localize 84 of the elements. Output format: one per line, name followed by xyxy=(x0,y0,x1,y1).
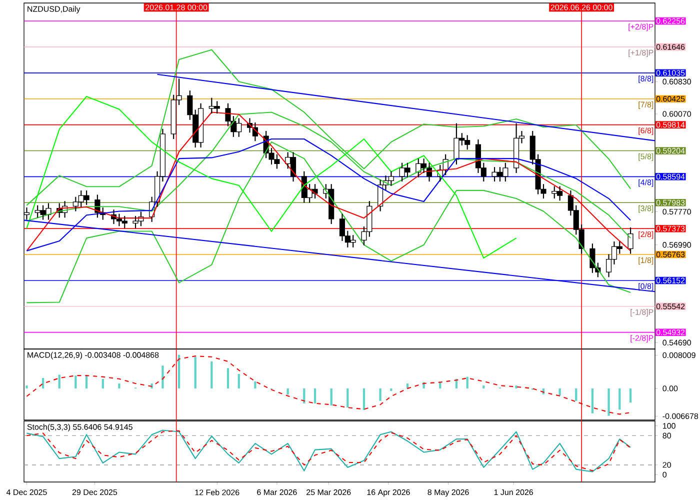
ref-line-label: 2026.06.26 00:00 xyxy=(550,4,612,10)
bar xyxy=(178,354,180,388)
chart-title: NZDUSD,Daily xyxy=(28,6,80,14)
annotation: [-2/8]P xyxy=(630,334,654,342)
bar xyxy=(608,388,610,416)
line-series xyxy=(26,141,632,304)
x-tick-label: 25 Mar 2026 xyxy=(306,489,351,496)
x-tick-label: 6 Mar 2026 xyxy=(257,489,297,496)
ref-line-label: 0.60425 xyxy=(656,96,685,102)
annotation: [-1/8]P xyxy=(630,309,654,317)
bar xyxy=(210,361,213,388)
bar xyxy=(379,388,382,401)
bar xyxy=(85,376,88,388)
annotation: [+1/8]P xyxy=(628,50,654,58)
annotation: [2/8] xyxy=(638,231,654,239)
ref-line-label: 0.58594 xyxy=(656,174,685,180)
y-tick-label: 0.60070 xyxy=(662,111,691,117)
y-tick-label: -0.006678 xyxy=(662,413,698,420)
bar xyxy=(58,374,60,388)
bar xyxy=(466,376,468,388)
bar xyxy=(102,378,104,388)
y-tick-label: 0.60830 xyxy=(662,78,691,84)
annotation: [5/8] xyxy=(638,153,654,161)
bar xyxy=(286,388,289,395)
bar xyxy=(591,388,594,414)
bar xyxy=(26,386,28,388)
ref-line-label: 0.56152 xyxy=(656,278,685,284)
ref-line-label: 0.59814 xyxy=(656,122,685,128)
ref-line-label: 0.55542 xyxy=(656,304,685,310)
y-tick-label: 80 xyxy=(662,432,671,438)
candlestick xyxy=(628,226,634,254)
bar xyxy=(162,366,164,388)
x-tick-label: 16 Apr 2026 xyxy=(367,489,410,497)
y-tick-label: 0.56990 xyxy=(662,242,691,248)
ref-line-label: 0.54932 xyxy=(656,330,685,336)
x-tick-label: 8 May 2026 xyxy=(428,489,469,497)
ref-line-label: 0.62256 xyxy=(656,18,685,24)
ref-line-label: 0.57983 xyxy=(656,200,685,206)
bar xyxy=(42,378,44,388)
chart-title: MACD(12,26,9) -0.003408 -0.004868 xyxy=(28,352,159,360)
x-tick-label: 29 Dec 2025 xyxy=(72,489,118,496)
annotation: [6/8] xyxy=(638,127,654,135)
bar xyxy=(74,376,77,388)
annotation: [1/8] xyxy=(638,257,654,265)
ref-line-label: 0.61035 xyxy=(656,70,685,76)
ref-line-label: 0.57373 xyxy=(656,226,685,232)
annotation: [7/8] xyxy=(638,101,654,109)
ref-line-label: 0.59204 xyxy=(656,148,685,154)
bar xyxy=(118,383,120,388)
ref-line-label: 2026.01.28 00:00 xyxy=(146,4,208,10)
y-tick-label: 0.57770 xyxy=(662,208,691,215)
x-tick-label: 1 Jun 2026 xyxy=(494,489,534,496)
y-tick-label: 20 xyxy=(662,462,671,468)
bar xyxy=(330,388,332,406)
bar xyxy=(618,388,621,410)
annotation: [4/8] xyxy=(638,179,654,187)
y-tick-label: 0 xyxy=(662,472,667,478)
bar xyxy=(558,388,561,396)
annotation: [+2/8]P xyxy=(628,24,654,32)
x-tick-label: 12 Feb 2026 xyxy=(195,489,240,496)
bar xyxy=(515,386,518,388)
bar xyxy=(482,386,485,388)
bar xyxy=(629,388,632,403)
ref-line-label: 0.61646 xyxy=(656,44,685,50)
bar xyxy=(226,368,230,388)
chart-title: Stoch(5,3,3) 55.6406 54.9145 xyxy=(27,424,132,432)
bar xyxy=(575,388,578,401)
bar xyxy=(390,388,392,391)
ref-line-label: 0.56763 xyxy=(656,252,685,258)
bar xyxy=(362,388,366,410)
bar xyxy=(346,388,349,408)
bar xyxy=(254,381,256,388)
annotation: [3/8] xyxy=(638,205,654,213)
bar xyxy=(314,388,316,404)
bar xyxy=(194,356,196,388)
y-tick-label: 0.54690 xyxy=(662,340,691,346)
annotation: [8/8] xyxy=(638,76,654,84)
y-tick-label: 0.00 xyxy=(662,386,678,392)
line-series xyxy=(26,96,517,259)
annotation: [0/8] xyxy=(638,283,654,291)
y-tick-label: 100 xyxy=(662,423,676,429)
bar xyxy=(238,374,240,388)
x-tick-label: 4 Dec 2025 xyxy=(6,489,47,496)
y-tick-label: 0.008009 xyxy=(662,352,696,358)
